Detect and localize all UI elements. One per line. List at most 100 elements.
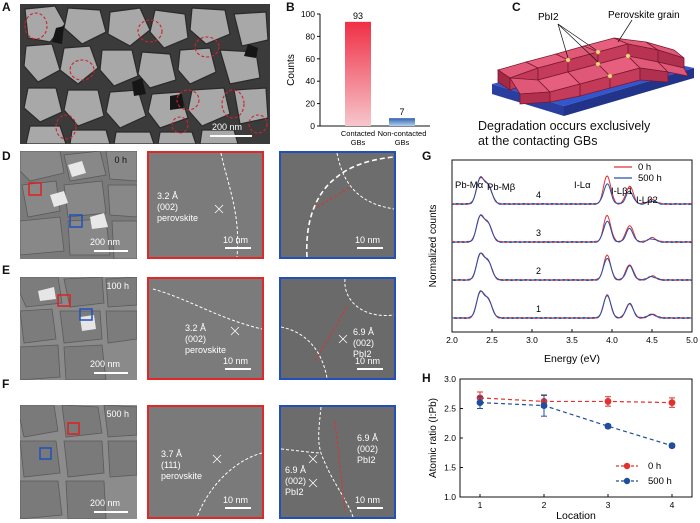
x-category-label: Non-contacted [378, 129, 427, 138]
time-label: 100 h [106, 281, 129, 291]
spectrum-line [451, 252, 692, 282]
pbi2-pointers [557, 23, 599, 63]
roi-red [57, 294, 71, 307]
legend-0h: 0 h [638, 162, 651, 173]
plane-index: (002) [357, 444, 379, 454]
series [476, 391, 676, 450]
y-tick-label: 80 [306, 31, 316, 41]
scale-bar [357, 368, 383, 370]
scale-bar-label: 200 nm [90, 237, 121, 247]
scale-bar-label: 200 nm [90, 359, 121, 369]
data-point [604, 398, 612, 405]
hrtem-perovskite-d: 3.2 Å (002) perovskite 10 nm [147, 151, 264, 259]
hrtem-gb-d: 10 nm [279, 151, 396, 259]
legend-0h: 0 h [648, 461, 661, 472]
d-spacing: 6.9 Å [357, 433, 379, 443]
pbi2-label: PbI2 [538, 12, 559, 23]
sem-grains [23, 5, 269, 144]
x-tick-label: 2.5 [486, 335, 498, 345]
d-spacing: 3.2 Å [157, 191, 179, 201]
plane-index: (002) [185, 334, 207, 344]
x-tick-label: 5.0 [686, 335, 698, 345]
phase-name: perovskite [157, 213, 199, 223]
peak-i-la: I-Lα [574, 180, 591, 191]
x-tick-label: 4.0 [606, 335, 618, 345]
panel-label-h: H [422, 371, 431, 385]
scale-bar [357, 507, 383, 509]
panel-label-f: F [2, 377, 10, 391]
panel-c-caption: Degradation occurs exclusively at the co… [478, 119, 698, 149]
x-tick-label: 3.0 [526, 335, 538, 345]
tem-overview-f: 500 h 200 nm [20, 405, 137, 519]
y-axis-label: Normalized counts [428, 205, 439, 288]
x-category-label: GBs [351, 138, 366, 147]
y-axis-label: Counts [286, 54, 297, 86]
panel-label-e: E [2, 263, 11, 277]
scale-bar-label: 10 nm [223, 235, 249, 245]
d-spacing: 6.9 Å [353, 327, 375, 337]
pbi2-markers [565, 49, 631, 79]
x-axis-label: Location [556, 510, 596, 522]
y-tick-label: 60 [306, 54, 316, 64]
hrtem-gb-f: 6.9 Å (002) PbI2 6.9 Å (002) PbI2 10 nm [279, 405, 396, 519]
panel-label-d: D [2, 149, 11, 163]
peak-pb-mb: Pb-Mβ [487, 182, 516, 193]
data-point [540, 402, 548, 409]
y-tick-label: 3.0 [444, 374, 456, 384]
trace-number: 1 [536, 304, 541, 314]
y-tick-label: 1.0 [444, 492, 456, 502]
scale-bar [94, 511, 128, 513]
y-tick-label: 2.0 [444, 433, 456, 443]
spectrum-line [451, 290, 693, 320]
scale-bar [94, 372, 128, 374]
legend-500h: 500 h [638, 173, 662, 184]
spectrum-line [451, 214, 693, 244]
spectrum-line [451, 176, 693, 206]
panel-g-chart: Normalized counts Energy (eV) 2.0 2.5 3.0 3… [428, 159, 698, 365]
scale-bar-label: 10 nm [355, 356, 381, 366]
data-point [668, 399, 676, 406]
caption-line-2: at the contacting GBs [478, 134, 598, 148]
spectrum-line [451, 252, 693, 282]
x-tick-label: 1 [478, 500, 483, 510]
phase-name: perovskite [185, 345, 227, 355]
tem-overview-e: 100 h 200 nm [20, 277, 137, 380]
lattice-label: 6.9 Å (002) PbI2 [353, 327, 374, 360]
x-tick-label: 3 [606, 500, 611, 510]
x-axis-label: Energy (eV) [544, 353, 600, 365]
y-axis-ticks: 0 20 40 60 80 100 [301, 9, 320, 131]
data-point [476, 399, 484, 406]
lattice-label: 3.2 Å (002) perovskite [185, 323, 226, 356]
x-tick-label: 4 [670, 500, 675, 510]
scale-bar [225, 368, 251, 370]
y-tick-label: 1.5 [444, 463, 456, 473]
scale-bar-label: 200 nm [212, 122, 243, 132]
sem-image: 200 nm [20, 4, 270, 144]
series-line [479, 397, 673, 404]
y-tick-label: 40 [306, 76, 316, 86]
trace-numbers: 1 2 3 4 [536, 190, 541, 314]
phase-name: PbI2 [285, 487, 304, 497]
roi-red [28, 182, 42, 196]
phase-name: perovskite [161, 471, 203, 481]
x-tick-label: 2 [542, 500, 547, 510]
panel-label-a: A [2, 0, 11, 14]
x-tick-label: 3.5 [566, 335, 578, 345]
scale-bar [210, 135, 252, 137]
data-point [604, 422, 612, 430]
scale-bar [357, 247, 383, 249]
plane-index: (002) [353, 338, 375, 348]
panel-label-c: C [512, 0, 521, 14]
phase-name: PbI2 [353, 349, 372, 359]
y-axis-label: Atomic ratio (I:Pb) [428, 398, 439, 478]
bar-value-label: 93 [353, 11, 363, 21]
x-category-label: GBs [395, 138, 410, 147]
scale-bar-label: 10 nm [355, 495, 381, 505]
grain-pointer [617, 19, 633, 43]
scale-bar-label: 10 nm [355, 235, 381, 245]
legend: 0 h 500 h [614, 162, 662, 184]
time-label: 500 h [106, 409, 129, 419]
series-line [479, 402, 673, 447]
plane-index: (002) [285, 476, 307, 486]
caption-line-1: Degradation occurs exclusively [478, 119, 651, 133]
